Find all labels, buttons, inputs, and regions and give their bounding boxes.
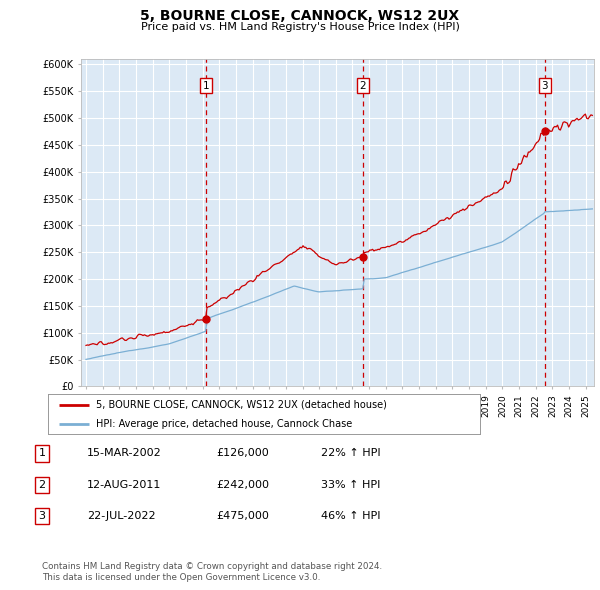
Text: HPI: Average price, detached house, Cannock Chase: HPI: Average price, detached house, Cann…	[95, 419, 352, 428]
Text: 46% ↑ HPI: 46% ↑ HPI	[321, 511, 380, 521]
Text: 2: 2	[359, 81, 366, 91]
Text: 5, BOURNE CLOSE, CANNOCK, WS12 2UX: 5, BOURNE CLOSE, CANNOCK, WS12 2UX	[140, 9, 460, 23]
Text: 1: 1	[38, 448, 46, 458]
Text: 33% ↑ HPI: 33% ↑ HPI	[321, 480, 380, 490]
Text: 22% ↑ HPI: 22% ↑ HPI	[321, 448, 380, 458]
Text: 3: 3	[542, 81, 548, 91]
Text: £242,000: £242,000	[216, 480, 269, 490]
Text: 15-MAR-2002: 15-MAR-2002	[87, 448, 162, 458]
Text: 3: 3	[38, 511, 46, 521]
Text: 22-JUL-2022: 22-JUL-2022	[87, 511, 155, 521]
Text: £126,000: £126,000	[216, 448, 269, 458]
Text: Contains HM Land Registry data © Crown copyright and database right 2024.
This d: Contains HM Land Registry data © Crown c…	[42, 562, 382, 582]
Text: 2: 2	[38, 480, 46, 490]
Text: Price paid vs. HM Land Registry's House Price Index (HPI): Price paid vs. HM Land Registry's House …	[140, 22, 460, 32]
Text: £475,000: £475,000	[216, 511, 269, 521]
Text: 5, BOURNE CLOSE, CANNOCK, WS12 2UX (detached house): 5, BOURNE CLOSE, CANNOCK, WS12 2UX (deta…	[95, 400, 386, 410]
Text: 1: 1	[203, 81, 209, 91]
Text: 12-AUG-2011: 12-AUG-2011	[87, 480, 161, 490]
